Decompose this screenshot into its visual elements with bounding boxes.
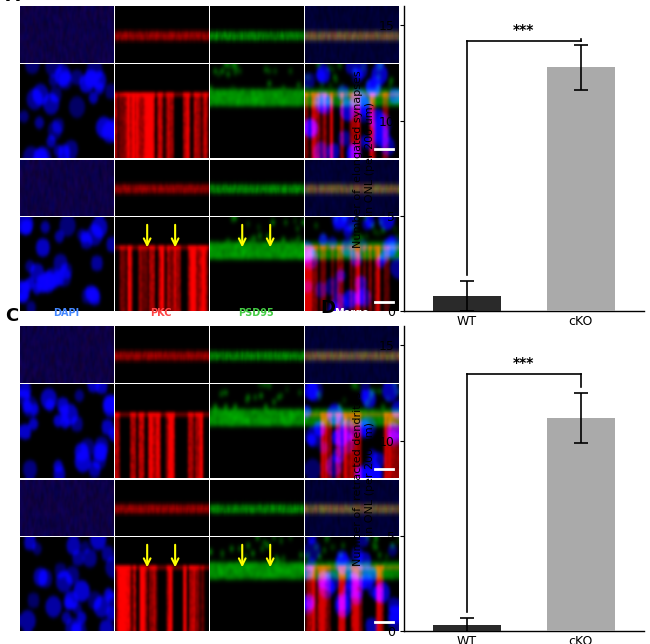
Bar xyxy=(547,418,615,631)
Text: DAPI: DAPI xyxy=(53,308,79,318)
Bar xyxy=(432,625,501,631)
Text: C: C xyxy=(5,307,19,325)
Text: D: D xyxy=(320,299,335,317)
Bar xyxy=(432,296,501,311)
Text: A: A xyxy=(5,0,20,5)
Text: PKC: PKC xyxy=(150,308,172,318)
Text: ***: *** xyxy=(513,356,534,370)
Text: PSD95: PSD95 xyxy=(239,308,274,318)
Text: ***: *** xyxy=(513,23,534,37)
Y-axis label: Number of  elongated synapses
in ONL (per 200 um): Number of elongated synapses in ONL (per… xyxy=(354,70,375,247)
Y-axis label: Number of  retracted dendrites
in ONL (per 200 um): Number of retracted dendrites in ONL (pe… xyxy=(354,392,375,566)
Text: Merge: Merge xyxy=(334,308,369,318)
Bar xyxy=(547,68,615,311)
